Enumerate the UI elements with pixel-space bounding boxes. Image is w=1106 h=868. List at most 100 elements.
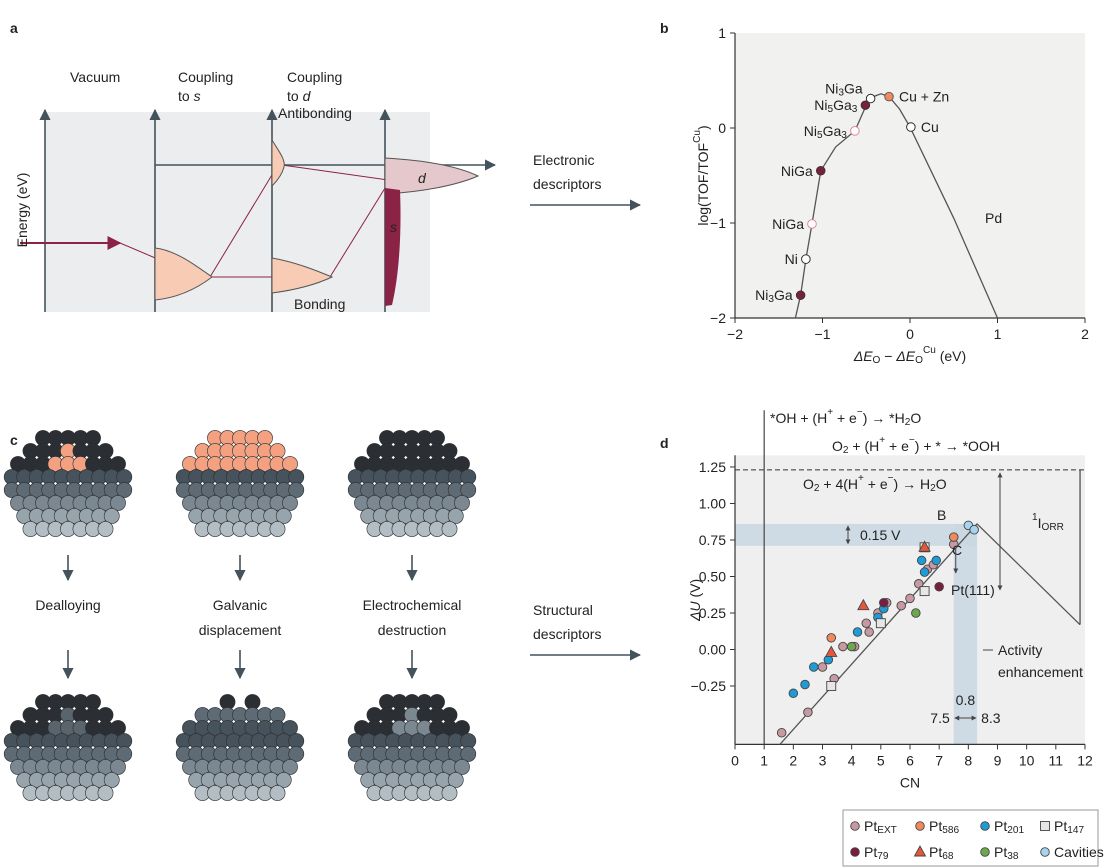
text-segment: Ni (825, 81, 838, 97)
label: Antibonding (278, 105, 352, 121)
text-segment: 201 (1007, 825, 1024, 836)
cluster (348, 694, 476, 800)
x-axis-label: ΔEO − ΔEOCu (eV) (853, 345, 966, 366)
text-segment: O (915, 355, 923, 366)
y-tick-label: 0.75 (699, 532, 726, 548)
text-segment: Ni (814, 97, 827, 113)
arrow-label: Structural (533, 602, 593, 618)
cluster (348, 430, 476, 536)
text-segment: 147 (1067, 825, 1084, 836)
text-segment: 38 (1007, 851, 1019, 862)
annotation: Pd (985, 210, 1002, 226)
atom (442, 521, 457, 536)
point (839, 642, 848, 651)
text-segment: Pt (864, 844, 877, 860)
point (777, 728, 786, 737)
axis-label: Energy (eV) (14, 173, 30, 248)
annotation: B (937, 507, 946, 523)
point (802, 255, 811, 264)
panel-label: d (660, 435, 669, 451)
text-segment: ) (695, 125, 711, 130)
legend-swatch (1041, 822, 1050, 831)
text-segment: 79 (877, 851, 889, 862)
column-header: Coupling (178, 69, 233, 85)
text-segment: − (880, 348, 896, 364)
step-label: displacement (199, 622, 282, 638)
point (816, 166, 825, 175)
point (885, 92, 894, 101)
text-segment: ORR (1042, 522, 1064, 533)
y-tick-label: 1.25 (699, 459, 726, 475)
annotation: Pt(111) (951, 582, 995, 598)
step-label: Electrochemical (363, 597, 462, 613)
band-label: s (390, 219, 397, 235)
annotation: C (952, 542, 962, 558)
y-tick-label: −0.25 (691, 678, 727, 694)
step-label: destruction (378, 622, 446, 638)
x-tick-label: 5 (877, 752, 885, 768)
text-segment: Pt (994, 818, 1007, 834)
atom (270, 521, 285, 536)
diagram-a (20, 110, 495, 312)
cluster (4, 694, 132, 800)
point (906, 594, 915, 603)
point-label: Ni3Ga (755, 287, 793, 305)
label: Bonding (294, 296, 345, 312)
y-tick-label: 0.00 (699, 641, 726, 657)
point (932, 556, 941, 565)
text-segment: Ni (804, 123, 817, 139)
column-header: Vacuum (70, 69, 120, 85)
x-tick-label: 0 (731, 752, 739, 768)
text-segment: ) → H (894, 476, 931, 492)
point (796, 291, 805, 300)
legend-label: Cavities (1054, 844, 1104, 860)
column-header: to d (287, 88, 312, 104)
text-segment: Pt (864, 818, 877, 834)
x-tick-label: 1 (994, 326, 1002, 342)
text-segment: ) + * → *OOH (915, 438, 1000, 454)
text-segment: O (936, 476, 947, 492)
annotation: Activity (998, 642, 1042, 658)
text-segment: (V) (687, 579, 703, 602)
legend-swatch (981, 848, 990, 857)
text-segment: s (194, 88, 201, 104)
background (45, 112, 430, 312)
x-tick-label: 6 (906, 752, 914, 768)
y-axis-label: log(TOF/TOFCu) (692, 125, 712, 225)
panel-label: c (10, 432, 18, 448)
band-label: d (418, 170, 427, 186)
equation: O2 + (H+ + e−) + * → *OOH (832, 435, 1000, 456)
step-label: Galvanic (213, 597, 267, 613)
x-tick-label: 2 (1081, 326, 1089, 342)
process-arrows (68, 555, 412, 678)
text-segment: 68 (942, 851, 954, 862)
point (949, 533, 958, 542)
point (879, 598, 888, 607)
text-segment: to (287, 88, 303, 104)
text-segment: + e (864, 476, 888, 492)
point (897, 601, 906, 610)
text-segment: to (178, 88, 194, 104)
x-tick-label: 12 (1077, 752, 1093, 768)
atom (270, 785, 285, 800)
text-segment: ΔU (687, 600, 703, 621)
band-value: 0.8 (956, 692, 976, 708)
text-segment: + 4(H (820, 476, 859, 492)
text-segment: *OH + (H (770, 410, 827, 426)
point (861, 101, 870, 110)
point-label: NiGa (772, 216, 804, 232)
point (789, 689, 798, 698)
annotation: 0.15 V (860, 527, 901, 543)
text-segment: + (H (849, 438, 880, 454)
arrow-label: Electronic (533, 152, 594, 168)
y-axis-label: ΔU (V) (687, 579, 703, 622)
point (851, 127, 860, 136)
text-segment: + e (885, 438, 909, 454)
text-segment: 586 (942, 825, 959, 836)
point-label: NiGa (781, 163, 813, 179)
point-label: Cu (921, 119, 939, 135)
x-tick-label: −2 (727, 326, 743, 342)
y-tick-label: −1 (710, 215, 726, 231)
point (809, 663, 818, 672)
text-segment: O (910, 410, 921, 426)
